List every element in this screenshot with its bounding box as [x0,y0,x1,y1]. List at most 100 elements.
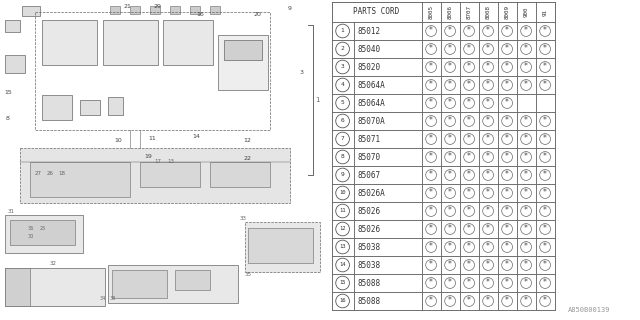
Text: *: * [467,278,471,287]
Bar [332,2,555,310]
Bar [536,112,555,130]
Bar [150,6,160,14]
Bar [460,148,479,166]
Bar [108,265,237,303]
Bar [332,58,354,76]
Bar [460,94,479,112]
Bar [354,22,422,40]
Bar [354,238,422,256]
Text: 32: 32 [50,261,57,266]
Bar [460,2,479,22]
Text: 85088: 85088 [358,297,381,306]
Bar [536,40,555,58]
Bar [440,22,460,40]
Bar [536,274,555,292]
Bar [42,20,97,65]
Bar [536,22,555,40]
Bar [422,256,440,274]
Bar [440,58,460,76]
Text: *: * [429,153,433,162]
Bar [422,148,440,166]
Bar [103,20,158,65]
Text: 11: 11 [148,135,156,140]
Bar [516,256,536,274]
Text: 85026: 85026 [358,225,381,234]
Text: *: * [448,116,452,125]
Bar [332,202,555,220]
Text: *: * [505,134,509,143]
Text: *: * [448,44,452,53]
Text: *: * [448,171,452,180]
Bar [460,166,479,184]
Text: *: * [486,99,490,108]
Text: 85038: 85038 [358,260,381,269]
Text: 34: 34 [100,296,106,301]
Text: *: * [486,188,490,197]
Bar [332,166,354,184]
Text: *: * [505,44,509,53]
Text: 3: 3 [340,65,344,69]
Bar [332,22,354,40]
Text: *: * [524,44,528,53]
Bar [516,220,536,238]
Bar [354,184,422,202]
Text: 3: 3 [300,69,303,75]
Bar [460,220,479,238]
Text: *: * [448,297,452,306]
Bar [536,58,555,76]
Bar [175,270,210,290]
Bar [440,292,460,310]
Bar [460,58,479,76]
Text: *: * [467,225,471,234]
Text: 33: 33 [240,216,246,221]
Bar [5,215,83,253]
Bar [479,256,498,274]
Text: 35: 35 [244,272,252,277]
Bar [332,130,354,148]
Bar [354,58,422,76]
Bar [30,162,130,197]
Bar [440,274,460,292]
Bar [479,112,498,130]
Bar [354,292,422,310]
Bar [422,202,440,220]
Bar [479,94,498,112]
Bar [516,94,536,112]
Bar [332,58,555,76]
Text: *: * [486,27,490,36]
Bar [332,22,555,40]
Bar [536,76,555,94]
Text: *: * [505,243,509,252]
Bar [498,94,516,112]
Bar [440,76,460,94]
Bar [332,130,555,148]
Text: 8707: 8707 [467,5,472,19]
Bar [332,292,354,310]
Text: 22: 22 [244,156,252,161]
Text: *: * [467,134,471,143]
Bar [479,220,498,238]
Text: *: * [429,188,433,197]
Bar [516,148,536,166]
Text: *: * [524,225,528,234]
Text: 85026A: 85026A [358,188,385,197]
Text: *: * [448,62,452,71]
Bar [479,166,498,184]
Text: *: * [486,260,490,269]
Text: *: * [467,62,471,71]
Text: *: * [486,44,490,53]
Bar [440,184,460,202]
Text: 20: 20 [253,12,262,17]
Bar [479,148,498,166]
Text: *: * [543,153,547,162]
Text: 85064A: 85064A [358,99,385,108]
Bar [479,238,498,256]
Text: *: * [524,116,528,125]
Text: *: * [524,62,528,71]
Text: 8: 8 [6,116,10,121]
Text: 19: 19 [144,155,152,159]
Text: 900: 900 [524,7,529,17]
Text: 85020: 85020 [358,62,381,71]
Text: *: * [543,278,547,287]
Bar [498,112,516,130]
